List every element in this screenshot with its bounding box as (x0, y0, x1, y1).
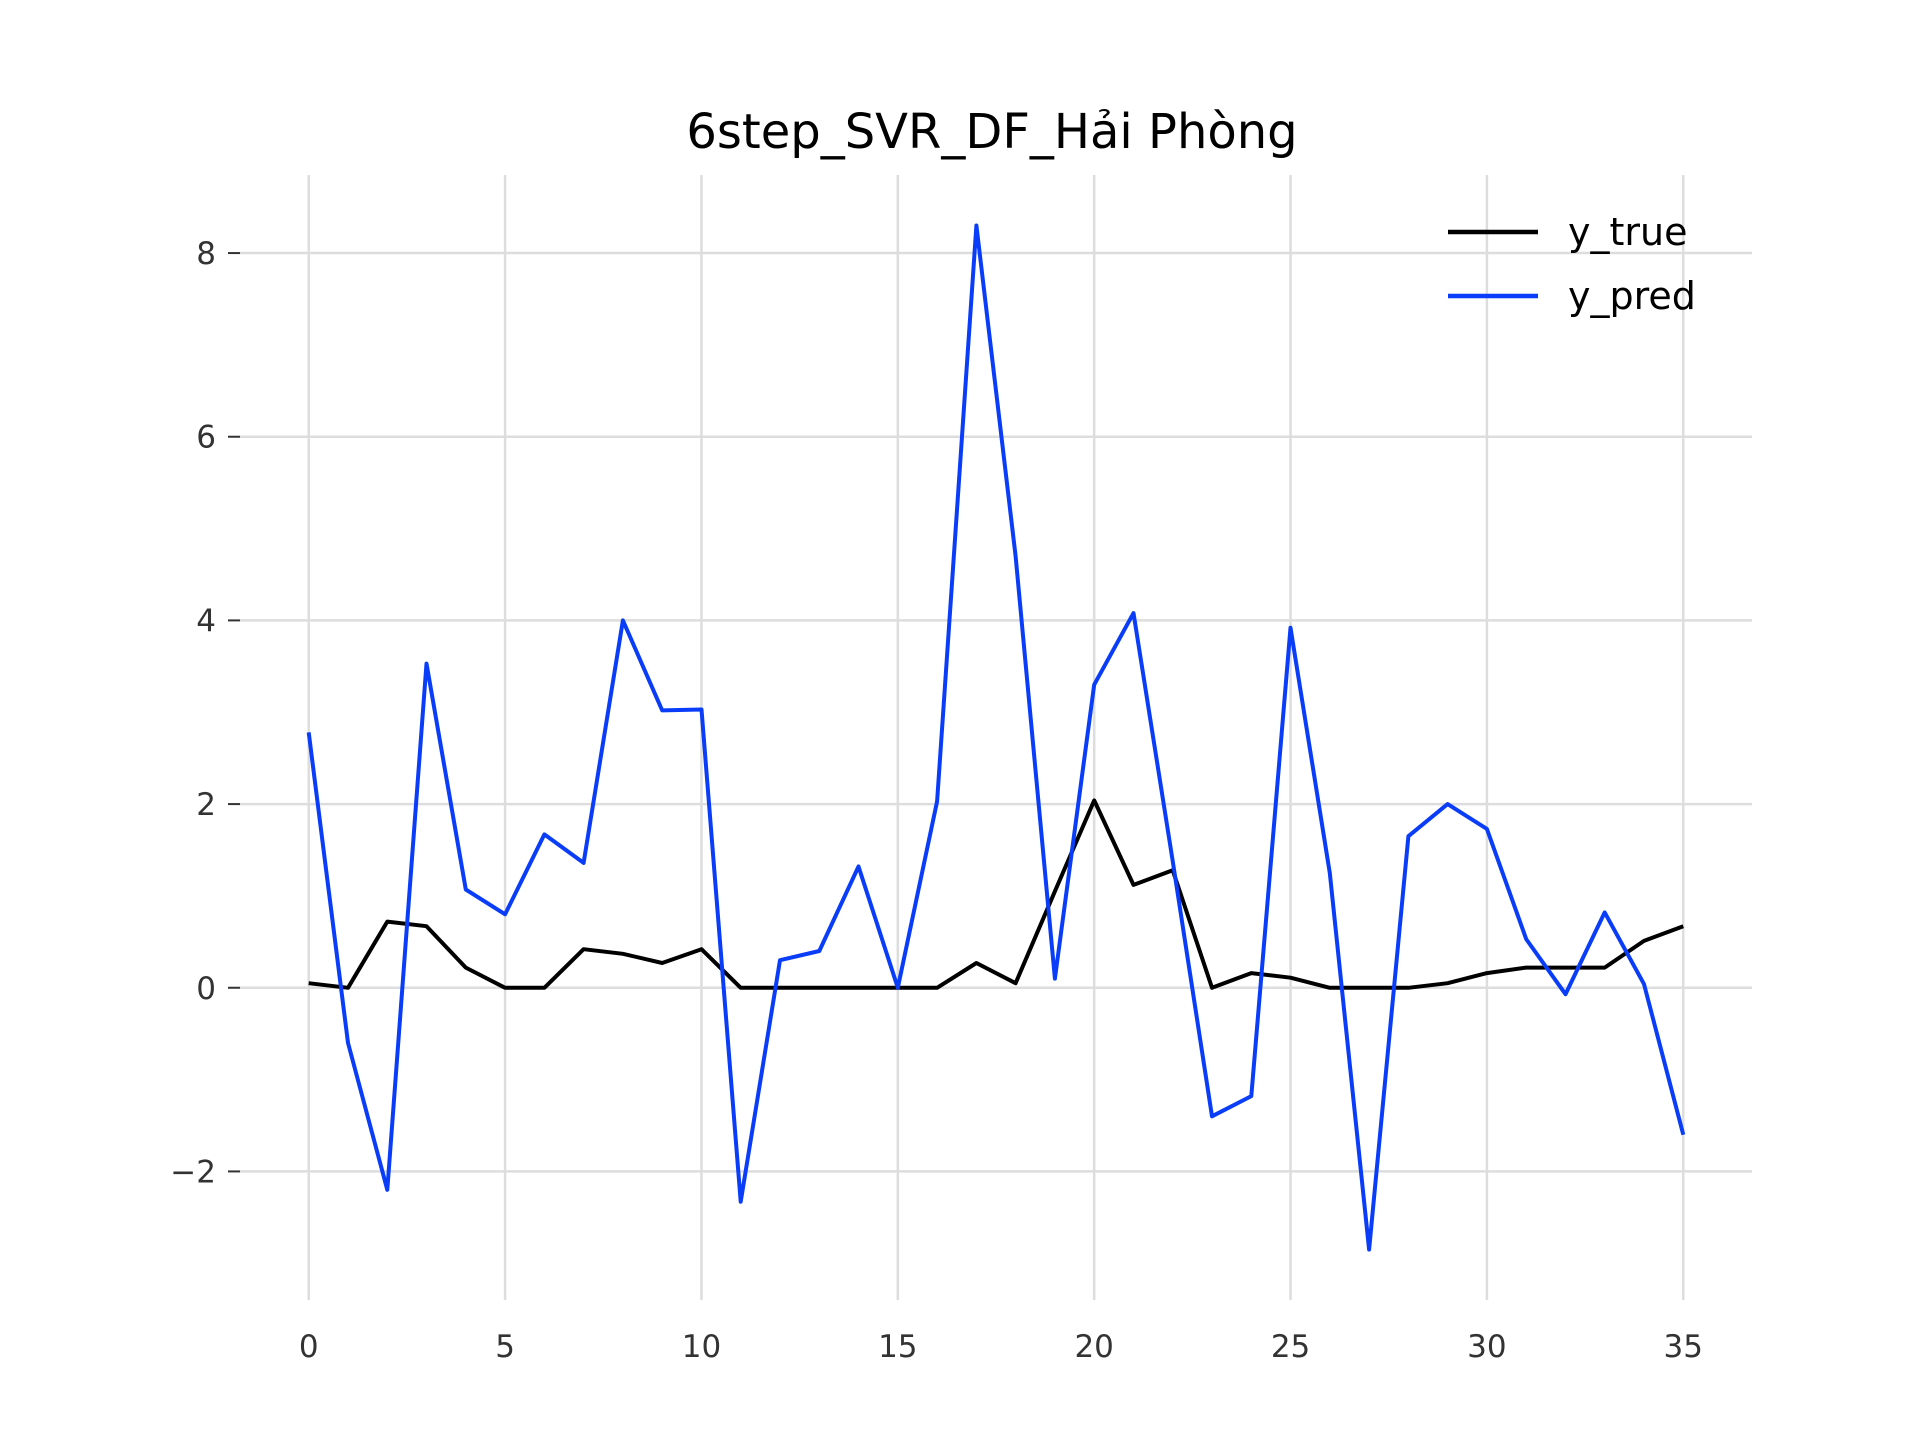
y-tick-label: 4 (196, 603, 216, 639)
x-tick-label: 30 (1467, 1329, 1506, 1365)
legend: y_true y_pred (1448, 210, 1696, 318)
x-tick-label: 35 (1664, 1329, 1703, 1365)
x-tick-label: 5 (495, 1329, 515, 1365)
x-tick-label: 10 (682, 1329, 721, 1365)
y-tick-label: 0 (196, 971, 216, 1007)
y-tick-label: 8 (196, 236, 216, 272)
axis-ticks: 0 5 10 15 20 25 30 35 −2 0 2 4 6 8 (170, 236, 1703, 1365)
grid (240, 175, 1752, 1300)
y-tick-label: −2 (170, 1154, 216, 1190)
series-line-y-true (308, 798, 1685, 990)
x-tick-label: 20 (1074, 1329, 1113, 1365)
series-lines (306, 223, 1686, 1252)
chart-title: 6step_SVR_DF_Hải Phòng (686, 104, 1297, 160)
series-line-y-pred (306, 223, 1686, 1252)
x-tick-label: 15 (878, 1329, 917, 1365)
legend-label-y-pred: y_pred (1568, 274, 1696, 318)
x-tick-label: 25 (1271, 1329, 1310, 1365)
y-tick-label: 6 (196, 420, 216, 456)
legend-label-y-true: y_true (1568, 210, 1687, 254)
y-tick-label: 2 (196, 787, 216, 823)
x-tick-label: 0 (299, 1329, 319, 1365)
